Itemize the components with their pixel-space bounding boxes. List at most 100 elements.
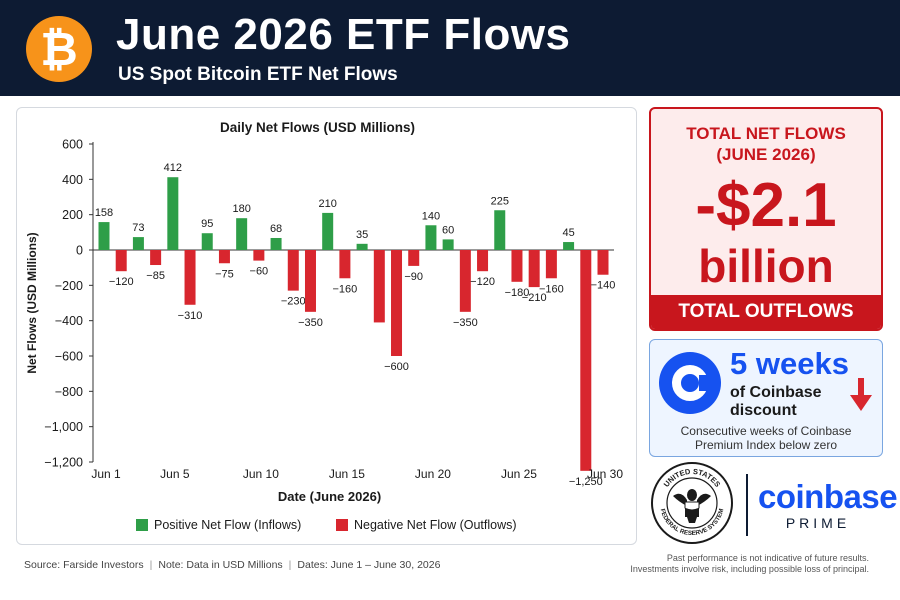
data-label-jun-28: 45 [562, 227, 574, 239]
y-axis-label: Net Flows (USD Millions) [25, 232, 39, 373]
bar-jun-27 [545, 250, 557, 279]
total-label-line2: (JUNE 2026) [716, 145, 816, 164]
chart-card: Daily Net Flows (USD Millions) 600 400 200 0… [16, 107, 637, 545]
bar-jun-12 [287, 250, 299, 291]
bar-jun-9 [236, 218, 248, 250]
disclaimer: Past performance is not indicative of fu… [630, 553, 869, 575]
y-tick-label: −1,000 [44, 420, 83, 434]
legend-swatch-1 [336, 519, 348, 531]
x-tick-label: Jun 10 [243, 467, 279, 481]
total-net-flows-label: TOTAL NET FLOWS (JUNE 2026) [651, 123, 881, 165]
y-tick-label: −800 [55, 385, 83, 399]
y-tick-label: 600 [62, 138, 83, 152]
bar-jun-20 [425, 225, 437, 250]
bar-jun-11 [270, 237, 282, 250]
coinbase-discount-panel: 5 weeks of Coinbase discount Consecutive… [649, 339, 883, 457]
y-tick-label: −600 [55, 350, 83, 364]
bar-jun-4 [150, 250, 162, 266]
data-label-jun-8: −75 [215, 268, 234, 280]
data-label-jun-10: −60 [250, 266, 269, 278]
data-label-jun-25: −180 [505, 287, 530, 299]
legend-label-0: Positive Net Flow (Inflows) [154, 518, 301, 532]
bar-jun-21 [442, 239, 454, 250]
x-tick-label: Jun 1 [91, 467, 121, 481]
disclaimer-line2: Investments involve risk, including poss… [630, 564, 869, 574]
total-outflows-band: TOTAL OUTFLOWS [651, 295, 881, 329]
federal-reserve-seal-icon: UNITED STATES FEDERAL RESERVE SYSTEM [651, 462, 733, 544]
legend-swatch-0 [136, 519, 148, 531]
bar-jun-26 [528, 250, 540, 288]
data-label-jun-23: −120 [470, 276, 495, 288]
y-tick-label: 200 [62, 208, 83, 222]
data-label-jun-13: −350 [298, 317, 323, 329]
coinbase-icon [659, 352, 721, 414]
x-tick-label: Jun 25 [501, 467, 537, 481]
x-axis-label: Date (June 2026) [278, 489, 381, 504]
bar-jun-13 [304, 250, 316, 312]
bar-jun-16 [356, 243, 368, 250]
total-net-flows-panel: TOTAL NET FLOWS (JUNE 2026) -$2.1 billio… [649, 107, 883, 331]
data-label-jun-30: −140 [591, 280, 616, 292]
total-amount: -$2.1 [695, 171, 837, 240]
bar-jun-24 [494, 210, 506, 250]
page-subtitle: US Spot Bitcoin ETF Net Flows [118, 64, 398, 85]
data-label-jun-5: 412 [164, 162, 182, 174]
weeks-description: of Coinbase discount [730, 384, 822, 420]
bar-jun-3 [132, 237, 144, 250]
y-tick-label: −1,200 [44, 456, 83, 470]
data-label-jun-19: −90 [404, 271, 423, 283]
bar-jun-6 [184, 250, 196, 305]
data-label-jun-7: 95 [201, 218, 213, 230]
bar-jun-18 [391, 250, 403, 356]
bar-jun-15 [339, 250, 351, 279]
bitcoin-logo-icon: ₿ [26, 16, 92, 82]
header-banner: ₿ June 2026 ETF Flows US Spot Bitcoin ET… [0, 0, 900, 96]
data-label-jun-3: 73 [132, 222, 144, 234]
data-label-jun-21: 60 [442, 224, 454, 236]
bar-jun-5 [167, 177, 179, 250]
legend-label-1: Negative Net Flow (Outflows) [354, 518, 517, 532]
total-label-line1: TOTAL NET FLOWS [686, 124, 846, 143]
weeks-count: 5 weeks [730, 346, 849, 381]
bar-jun-8 [218, 250, 230, 264]
data-label-jun-11: 68 [270, 223, 282, 235]
footer-notes: Source: Farside Investors | Note: Data in … [24, 559, 441, 571]
bar-jun-2 [115, 250, 127, 272]
weeks-note-line2: Premium Index below zero [694, 438, 838, 452]
data-label-jun-29: −1,250 [569, 476, 603, 488]
weeks-note: Consecutive weeks of Coinbase Premium In… [650, 424, 882, 452]
x-tick-label: Jun 5 [160, 467, 190, 481]
bar-jun-25 [511, 250, 523, 282]
bar-jun-19 [408, 250, 420, 266]
bar-jun-10 [253, 250, 265, 261]
footer-dates: Dates: June 1 – June 30, 2026 [297, 559, 441, 571]
x-tick-label: Jun 15 [329, 467, 365, 481]
footer-note: Note: Data in USD Millions [158, 559, 283, 571]
x-tick-label: Jun 30 [587, 467, 623, 481]
total-unit: billion [698, 240, 834, 292]
weeks-line1: of Coinbase [730, 384, 822, 401]
data-label-jun-12: −230 [281, 296, 306, 308]
data-label-jun-18: −600 [384, 361, 409, 373]
bar-jun-7 [201, 233, 213, 250]
data-label-jun-24: 225 [491, 195, 509, 207]
data-label-jun-26: −210 [522, 292, 547, 304]
bar-jun-17 [373, 250, 385, 323]
data-label-jun-2: −120 [109, 276, 134, 288]
chart-title: Daily Net Flows (USD Millions) [220, 120, 415, 135]
footer-source: Source: Farside Investors [24, 559, 144, 571]
arrow-down-icon [850, 378, 872, 411]
x-tick-label: Jun 20 [415, 467, 451, 481]
data-label-jun-27: −160 [539, 283, 564, 295]
daily-net-flows-chart: Daily Net Flows (USD Millions) 600 400 200 0… [25, 120, 623, 532]
data-label-jun-9: 180 [232, 203, 250, 215]
data-label-jun-20: 140 [422, 210, 440, 222]
weeks-note-line1: Consecutive weeks of Coinbase [680, 424, 852, 438]
coinbase-wordmark: coinbase [758, 478, 898, 515]
logo-divider [746, 474, 748, 536]
data-label-jun-14: 210 [319, 198, 337, 210]
bar-jun-1 [98, 222, 110, 250]
y-tick-label: 0 [76, 244, 83, 258]
data-label-jun-22: −350 [453, 317, 478, 329]
bar-jun-23 [477, 250, 489, 272]
